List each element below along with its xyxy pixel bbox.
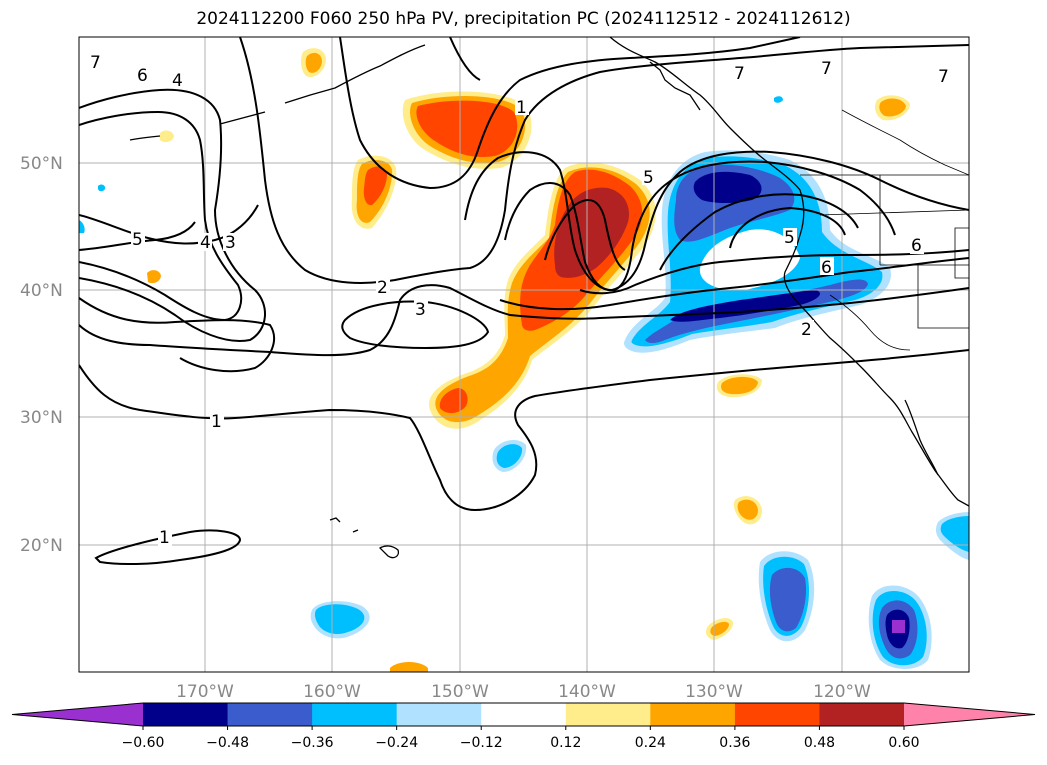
colorbar-tick-label: 0.24 xyxy=(635,735,666,751)
colorbar-swatch xyxy=(481,703,567,726)
colorbar-tick-label: −0.12 xyxy=(460,735,503,751)
colorbar-swatch xyxy=(819,703,905,726)
colorbar-tick-label: 0.12 xyxy=(550,735,581,751)
lon-label: 160°W xyxy=(303,682,361,702)
contour-label: 1 xyxy=(159,528,170,548)
colorbar: −0.60 −0.48 −0.36 −0.24 −0.12 0.12 0.24 0.36 0.4… xyxy=(11,702,1036,751)
pv-contours xyxy=(79,37,969,566)
contour-label: 2 xyxy=(801,320,812,340)
coastlines xyxy=(129,37,969,559)
lat-label: 20°N xyxy=(20,536,63,556)
contour-label: 6 xyxy=(137,66,148,86)
colorbar-swatch xyxy=(227,703,313,726)
latitude-labels: 50°N 40°N 30°N 20°N xyxy=(20,154,63,556)
colorbar-swatch xyxy=(312,703,398,726)
contour-label: 5 xyxy=(132,230,143,250)
colorbar-swatch xyxy=(650,703,736,726)
contour-label: 5 xyxy=(784,228,795,248)
lat-label: 50°N xyxy=(20,154,63,174)
colorbar-tick-label: 0.60 xyxy=(888,735,919,751)
colorbar-swatch xyxy=(734,703,820,726)
lon-label: 130°W xyxy=(685,682,743,702)
colorbar-tick-label: 0.48 xyxy=(804,735,835,751)
contour-label: 1 xyxy=(516,98,527,118)
colorbar-swatch xyxy=(143,703,229,726)
colorbar-extend-min xyxy=(12,703,143,726)
map-frame xyxy=(78,36,970,673)
colorbar-swatch xyxy=(565,703,651,726)
contour-label: 6 xyxy=(821,258,832,278)
lon-label: 140°W xyxy=(558,682,616,702)
contour-label: 7 xyxy=(734,64,745,84)
contour-label: 3 xyxy=(415,300,426,320)
contour-label: 2 xyxy=(377,278,388,298)
lon-label: 170°W xyxy=(176,682,234,702)
lon-label: 150°W xyxy=(431,682,489,702)
colorbar-extend-max xyxy=(904,703,1035,726)
contour-label: 5 xyxy=(643,168,654,188)
contour-label: 1 xyxy=(211,412,222,432)
contour-label: 7 xyxy=(90,53,101,73)
lon-label: 120°W xyxy=(813,682,871,702)
graticule xyxy=(79,37,969,672)
contour-label: 7 xyxy=(938,67,949,87)
contour-label: 4 xyxy=(172,71,183,91)
contour-label: 4 xyxy=(200,233,211,253)
contour-label: 6 xyxy=(911,236,922,256)
pv-contour-labels: 7 6 4 5 4 3 2 3 1 1 1 5 7 5 xyxy=(88,52,951,548)
colorbar-tick-label: −0.48 xyxy=(206,735,249,751)
contour-label: 7 xyxy=(821,59,832,79)
colorbar-swatch xyxy=(396,703,482,726)
lat-label: 40°N xyxy=(20,281,63,301)
lat-label: 30°N xyxy=(20,408,63,428)
colorbar-tick-label: −0.24 xyxy=(375,735,418,751)
precip-positive-anomalies xyxy=(147,48,910,672)
map-title: 2024112200 F060 250 hPa PV, precipitatio… xyxy=(196,9,851,29)
longitude-labels: 170°W 160°W 150°W 140°W 130°W 120°W xyxy=(176,682,871,702)
contour-label: 3 xyxy=(225,233,236,253)
colorbar-tick-label: −0.60 xyxy=(122,735,165,751)
colorbar-tick-label: 0.36 xyxy=(719,735,750,751)
colorbar-tick-label: −0.36 xyxy=(291,735,334,751)
